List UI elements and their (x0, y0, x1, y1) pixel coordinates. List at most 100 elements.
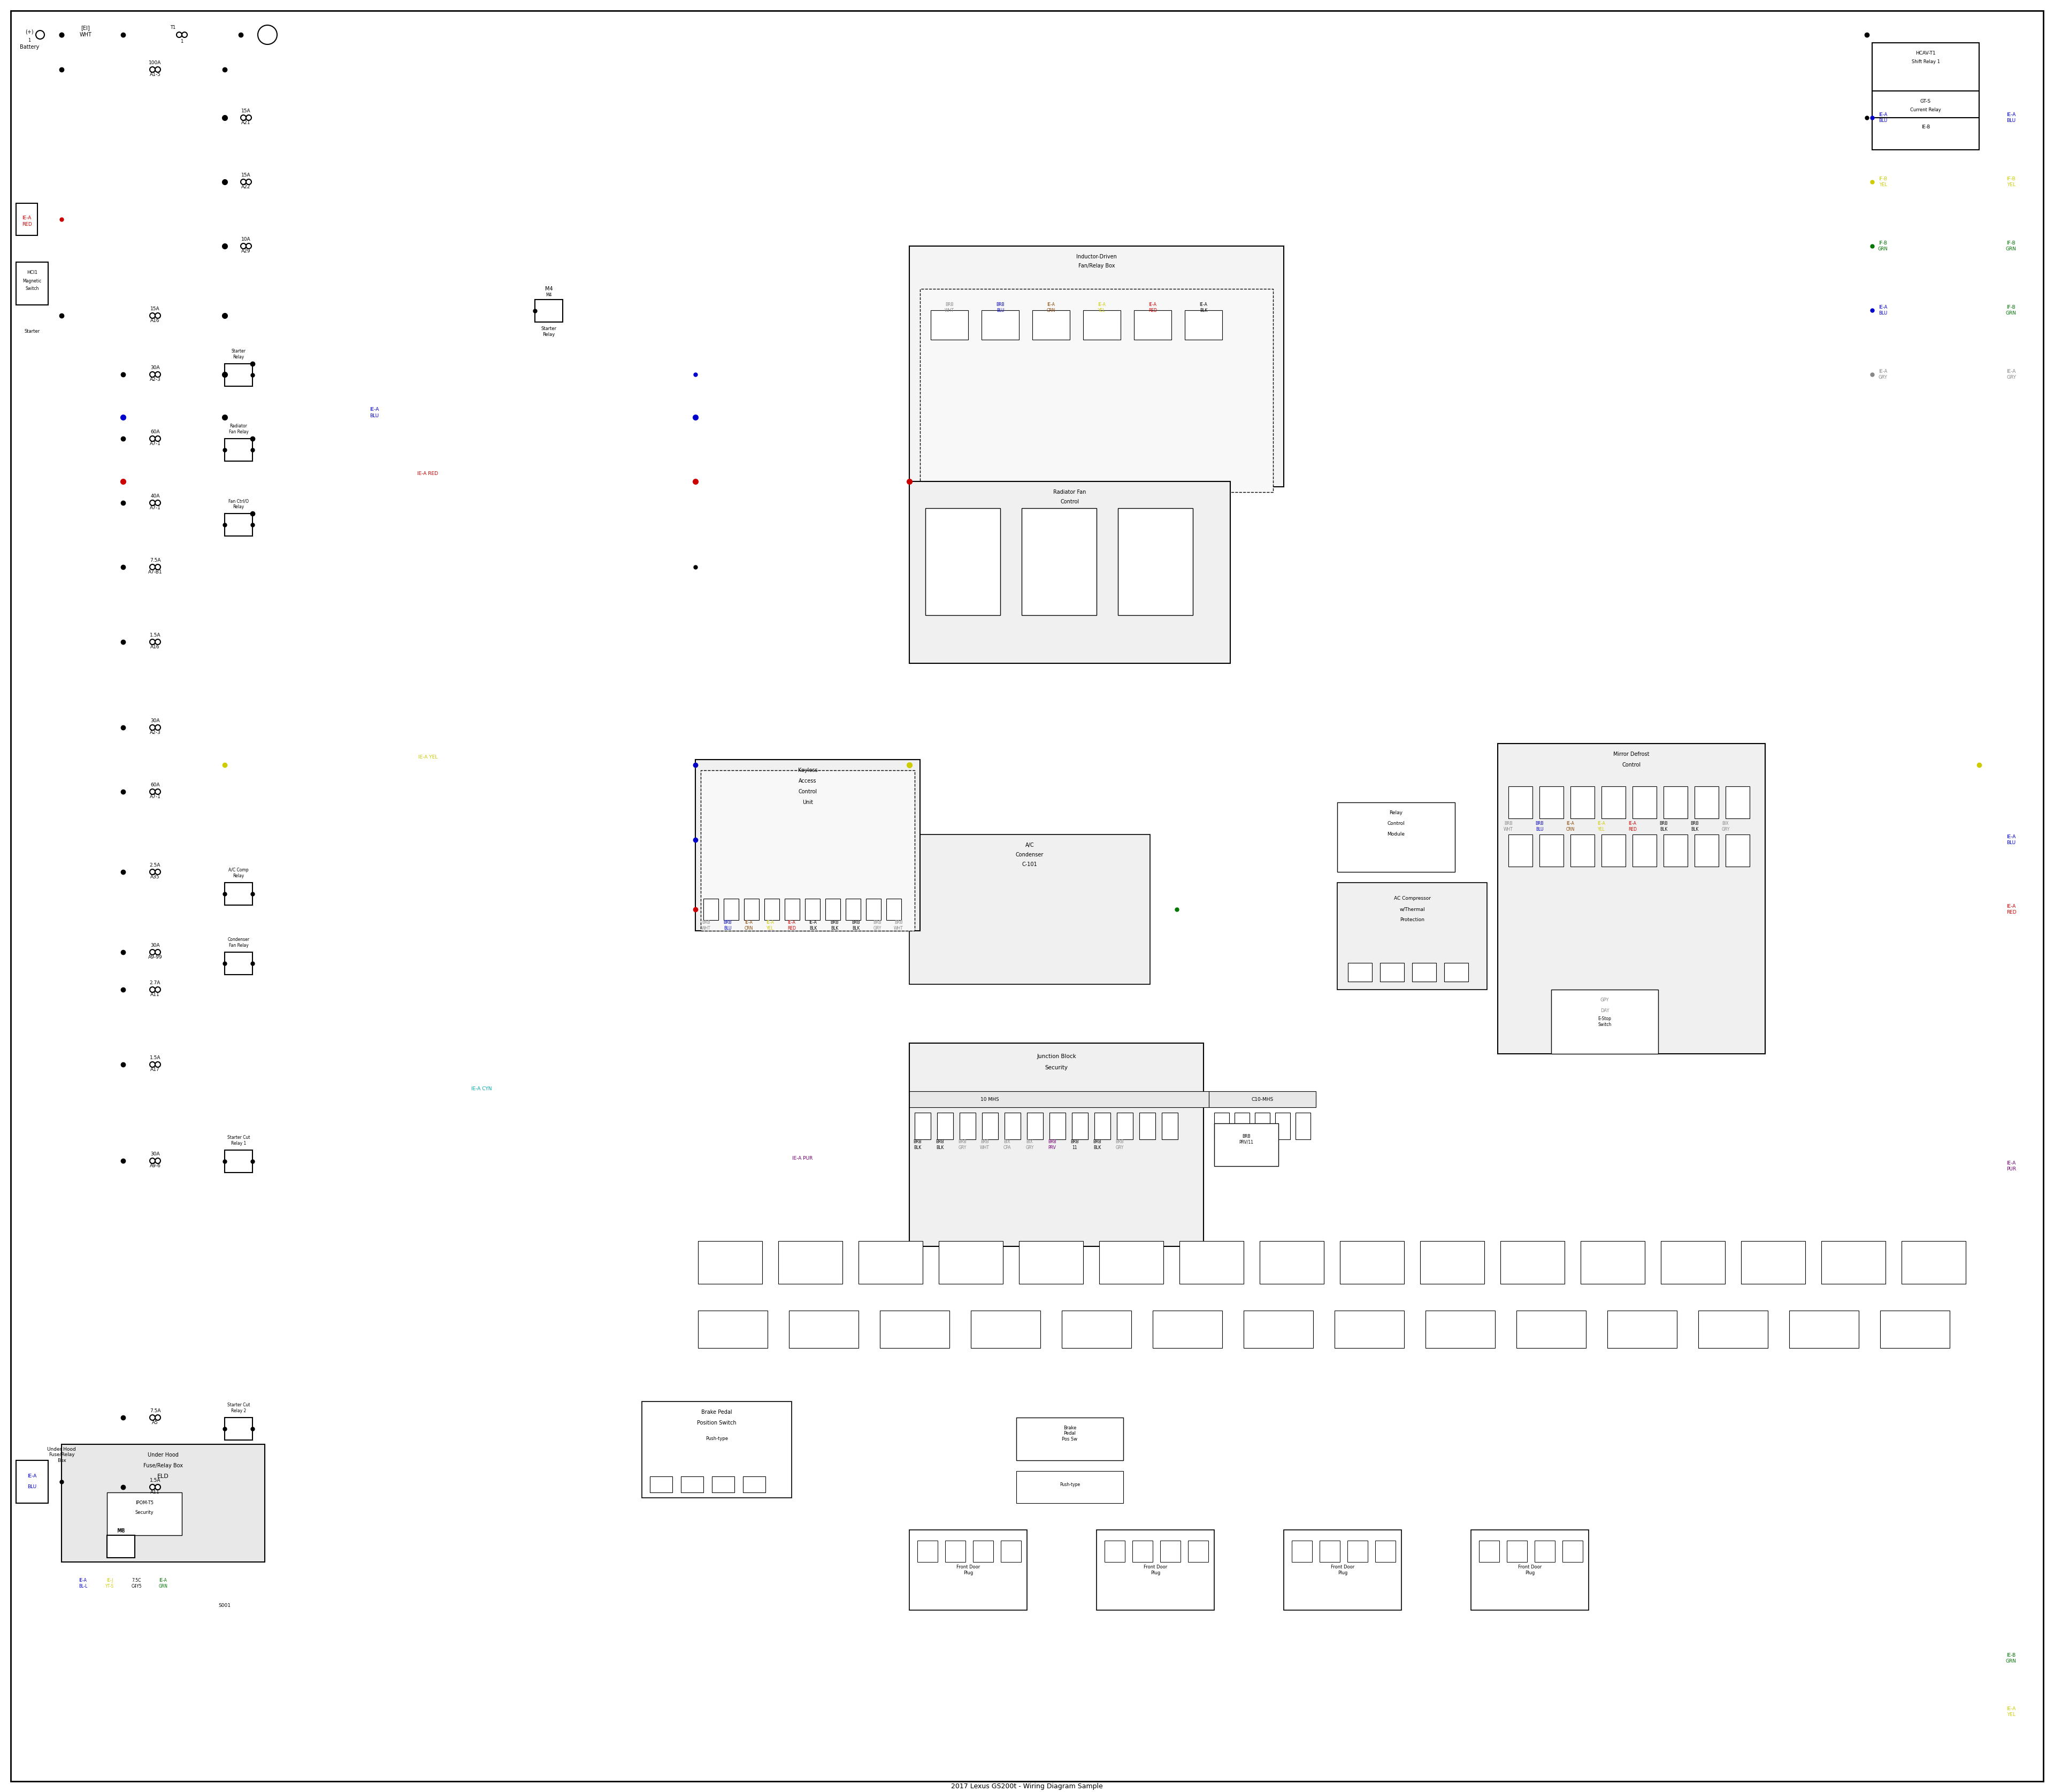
Bar (1633, 835, 1658, 867)
Bar (1152, 1310, 1222, 1348)
Text: 7.5A: 7.5A (150, 557, 160, 563)
Circle shape (156, 435, 160, 441)
Bar (1099, 1242, 1163, 1283)
Text: Security: Security (136, 1511, 154, 1516)
Text: BRB
WHT: BRB WHT (893, 921, 904, 930)
Text: Starter
Relay: Starter Relay (232, 349, 246, 360)
Bar (778, 1242, 842, 1283)
Bar (744, 898, 760, 919)
Text: Battery: Battery (21, 45, 39, 50)
Bar (1017, 1417, 1124, 1460)
Bar (1319, 1541, 1339, 1563)
Bar (1789, 1310, 1859, 1348)
Bar (1337, 803, 1454, 873)
Bar (1425, 1310, 1495, 1348)
Text: 10A: 10A (240, 237, 251, 242)
Bar (1296, 1113, 1310, 1140)
Circle shape (156, 869, 160, 874)
Bar (1413, 962, 1436, 982)
Text: w/Thermal: w/Thermal (1399, 907, 1425, 912)
Text: BRB
BLK: BRB BLK (852, 921, 861, 930)
Text: IF-B
GRN: IF-B GRN (1877, 240, 1888, 251)
Text: C10-MHS: C10-MHS (1251, 1097, 1273, 1102)
Bar (805, 898, 820, 919)
Text: Security: Security (1045, 1064, 1068, 1070)
Bar (910, 246, 1284, 487)
Text: T1: T1 (170, 25, 175, 30)
Text: IE-A
RED: IE-A RED (787, 921, 797, 930)
Text: E-Stop
Switch: E-Stop Switch (1598, 1016, 1612, 1027)
Bar (1534, 1541, 1555, 1563)
Bar (1376, 1541, 1395, 1563)
Bar (1602, 835, 1625, 867)
Text: IE-A
BLU: IE-A BLU (1879, 113, 1888, 124)
Text: Starter
Relay: Starter Relay (540, 326, 557, 337)
Bar (1571, 787, 1594, 819)
Text: A7-1: A7-1 (150, 505, 160, 511)
Text: C-101: C-101 (1023, 862, 1037, 867)
Text: IE-A PUR: IE-A PUR (793, 1156, 813, 1161)
Text: Push-type: Push-type (1060, 1482, 1080, 1487)
Text: IE-A
GRN: IE-A GRN (158, 1579, 168, 1588)
Text: IE-A
BLU: IE-A BLU (2007, 113, 2015, 124)
Bar (224, 439, 253, 461)
Text: Front Door
Plug: Front Door Plug (1518, 1564, 1543, 1575)
Bar (972, 1310, 1041, 1348)
Bar (641, 1401, 791, 1498)
Text: Control: Control (799, 788, 817, 794)
Text: IE-A
PUR: IE-A PUR (2007, 1161, 2017, 1172)
Text: Brake
Pedal
Pos Sw: Brake Pedal Pos Sw (1062, 1426, 1078, 1441)
Bar (723, 898, 739, 919)
Text: Under Hood
Fuse/Relay
Box: Under Hood Fuse/Relay Box (47, 1446, 76, 1462)
Bar (1742, 1242, 1805, 1283)
Bar (1004, 1113, 1021, 1140)
Text: Push-type: Push-type (705, 1437, 727, 1441)
Text: 1: 1 (29, 38, 31, 43)
Circle shape (240, 179, 246, 185)
Bar (914, 1113, 930, 1140)
Text: RED: RED (23, 222, 31, 228)
Text: A9-99: A9-99 (148, 955, 162, 961)
Text: BRB
WHT: BRB WHT (1504, 821, 1514, 831)
Text: Front Door
Plug: Front Door Plug (957, 1564, 980, 1575)
Text: A7-B1: A7-B1 (148, 570, 162, 575)
Circle shape (259, 25, 277, 45)
Text: IE-J
YT-S: IE-J YT-S (105, 1579, 113, 1588)
Bar (1000, 1541, 1021, 1563)
Text: IF-B
YEL: IF-B YEL (2007, 177, 2015, 186)
Bar (1516, 1310, 1586, 1348)
Text: Starter Cut
Relay 1: Starter Cut Relay 1 (228, 1136, 251, 1145)
Bar (1508, 787, 1532, 819)
Text: ELD: ELD (158, 1473, 168, 1478)
Text: (+): (+) (25, 29, 33, 34)
Text: A7-1: A7-1 (150, 794, 160, 799)
Text: A22: A22 (242, 185, 251, 190)
Circle shape (35, 30, 45, 39)
Text: 15A: 15A (240, 174, 251, 177)
Bar (926, 509, 1000, 615)
Bar (1072, 1113, 1089, 1140)
Bar (974, 1541, 994, 1563)
Bar (1284, 1530, 1401, 1611)
Text: S001: S001 (218, 1604, 230, 1607)
Bar (1725, 787, 1750, 819)
Text: Control: Control (1386, 821, 1405, 826)
Bar (764, 898, 778, 919)
Circle shape (156, 66, 160, 72)
Bar (62, 1444, 265, 1563)
Text: BRB
BLK: BRB BLK (830, 921, 838, 930)
Bar (1337, 883, 1487, 989)
Bar (1292, 1541, 1313, 1563)
Text: 30A: 30A (150, 943, 160, 948)
Bar (1471, 1530, 1588, 1611)
Text: Keyless: Keyless (797, 767, 817, 772)
Text: IF-B
GRN: IF-B GRN (2007, 240, 2017, 251)
Text: 1.5A: 1.5A (150, 1055, 160, 1061)
Text: IE-B
GRN: IE-B GRN (2007, 1652, 2017, 1663)
Circle shape (150, 564, 156, 570)
Text: A5: A5 (152, 1421, 158, 1425)
Bar (1062, 1310, 1132, 1348)
Bar (698, 1242, 762, 1283)
Text: Condenser
Fan Relay: Condenser Fan Relay (228, 937, 249, 948)
Bar (1210, 1091, 1317, 1107)
